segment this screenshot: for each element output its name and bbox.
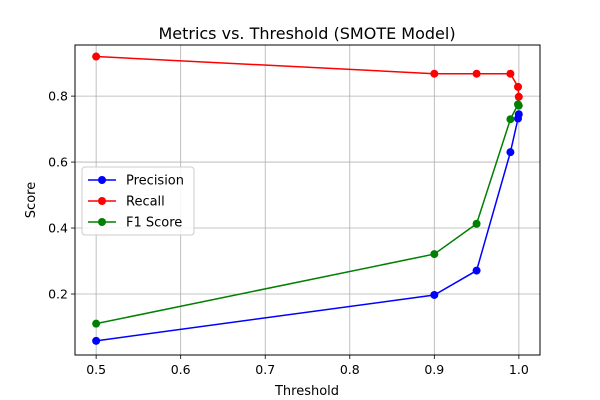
x-tick-label: 0.7 [255, 362, 275, 377]
legend-box [81, 166, 195, 236]
legend-label-f1-score: F1 Score [126, 216, 182, 231]
y-tick-label: 0.6 [48, 155, 68, 170]
legend-item-precision: Precision [88, 174, 184, 189]
x-axis-label: Threshold [274, 384, 339, 399]
axis-ticks: 0.5 0.6 0.7 0.8 0.9 1.0 0.2 0.4 0.6 0.8 [48, 89, 529, 377]
x-tick-label: 1.0 [509, 362, 529, 377]
data-point-recall [92, 52, 101, 61]
legend: Precision Recall F1 Score [81, 166, 195, 236]
data-point-recall [514, 92, 523, 101]
data-point-precision [92, 336, 101, 345]
y-tick-label: 0.4 [48, 221, 68, 236]
y-tick-label: 0.8 [48, 89, 68, 104]
data-point-recall [506, 69, 515, 78]
data-point-f1-score [506, 115, 515, 124]
series-recall [92, 52, 523, 101]
data-point-precision [514, 110, 523, 119]
chart-title: Metrics vs. Threshold (SMOTE Model) [158, 24, 455, 43]
data-point-recall [472, 69, 481, 78]
data-point-recall [514, 82, 523, 91]
legend-item-recall: Recall [88, 195, 165, 210]
plot-frame [74, 44, 541, 356]
data-point-recall [430, 69, 439, 78]
data-point-f1-score [92, 319, 101, 328]
x-tick-label: 0.9 [424, 362, 444, 377]
data-point-f1-score [472, 219, 481, 228]
legend-marker-precision [98, 176, 106, 184]
series-layer [92, 52, 523, 345]
legend-label-precision: Precision [126, 174, 184, 189]
data-point-precision [472, 266, 481, 275]
series-f1-score [92, 100, 523, 328]
legend-marker-recall [98, 197, 106, 205]
y-axis-label: Score [24, 182, 39, 218]
legend-label-recall: Recall [126, 195, 165, 210]
legend-marker-f1-score [98, 218, 106, 226]
y-tick-label: 0.2 [48, 286, 68, 301]
data-point-f1-score [514, 101, 523, 110]
x-tick-label: 0.8 [340, 362, 360, 377]
data-point-precision [430, 290, 439, 299]
x-tick-label: 0.6 [171, 362, 191, 377]
x-tick-label: 0.5 [86, 362, 106, 377]
series-precision [92, 110, 523, 345]
data-point-f1-score [430, 250, 439, 259]
data-point-precision [506, 148, 515, 157]
legend-item-f1-score: F1 Score [88, 216, 182, 231]
